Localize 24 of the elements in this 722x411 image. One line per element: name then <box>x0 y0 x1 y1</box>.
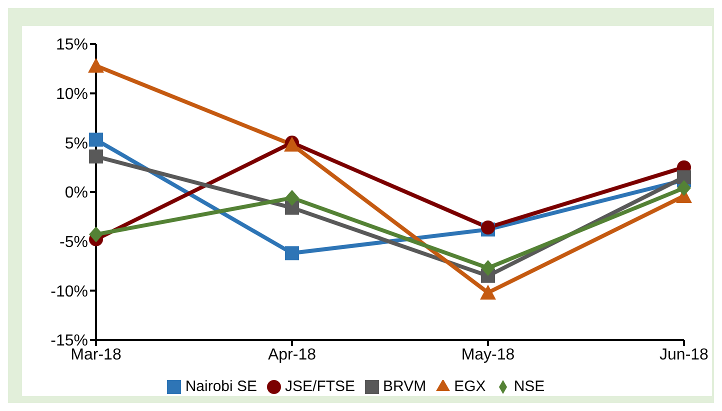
point <box>677 170 691 184</box>
y-tick-label: 15% <box>56 36 88 54</box>
y-tick-label: 10% <box>56 86 88 104</box>
point <box>480 284 496 300</box>
x-tick-label: May-18 <box>461 346 515 364</box>
legend-label: JSE/FTSE <box>285 378 356 395</box>
point <box>89 149 103 164</box>
point <box>481 260 495 276</box>
point <box>285 190 299 206</box>
legend-label: NSE <box>514 378 545 395</box>
legend-label: Nairobi SE <box>185 378 258 395</box>
point <box>285 246 299 260</box>
point <box>89 226 103 242</box>
y-tick-label: 5% <box>64 135 88 152</box>
x-tick-label: Jun-18 <box>660 346 709 364</box>
point <box>89 132 103 147</box>
legend-label: BRVM <box>383 378 426 395</box>
x-tick-label: Apr-18 <box>268 346 316 364</box>
y-tick-label: -10% <box>50 283 88 300</box>
y-tick-label: 0% <box>64 184 88 202</box>
point <box>88 58 104 73</box>
point <box>677 180 691 196</box>
legend-label: EGX <box>454 378 486 395</box>
y-tick-label: -5% <box>60 234 88 252</box>
